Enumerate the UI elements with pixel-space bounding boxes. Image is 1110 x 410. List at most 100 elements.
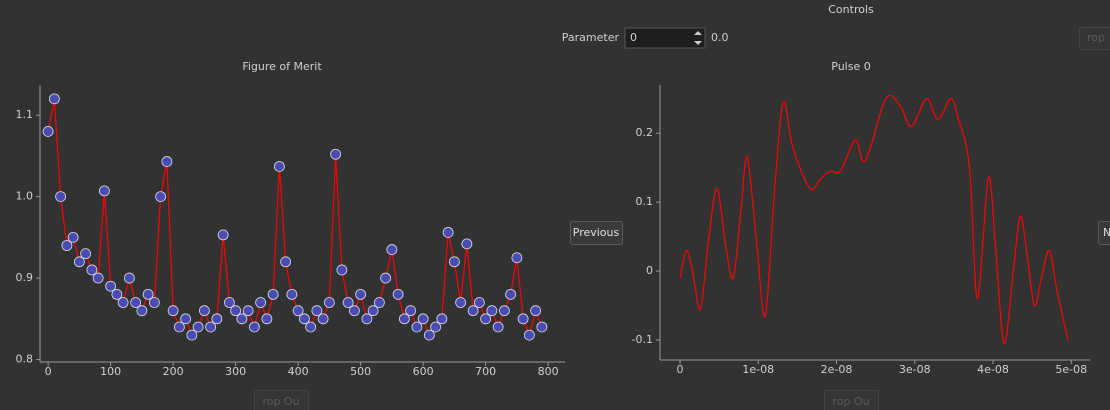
data-point — [373, 297, 385, 308]
data-point — [117, 297, 129, 308]
x-tick-label: 500 — [350, 365, 371, 378]
data-point — [142, 288, 154, 300]
data-point — [198, 305, 210, 317]
data-point — [311, 305, 323, 317]
data-point — [455, 297, 467, 308]
spinbox-value: 0 — [630, 31, 637, 44]
data-point — [330, 148, 342, 160]
data-point — [186, 329, 198, 341]
x-tick-label: 1e-08 — [742, 363, 774, 376]
x-tick-label: 400 — [288, 365, 309, 378]
data-point — [273, 161, 285, 172]
button-frame — [1079, 27, 1110, 50]
data-point — [361, 313, 373, 325]
data-point — [461, 238, 473, 250]
data-point — [242, 305, 254, 317]
previous-button[interactable]: Previous — [570, 221, 623, 245]
data-point — [467, 305, 479, 317]
data-point — [167, 305, 179, 317]
data-point — [392, 288, 404, 300]
data-point — [305, 321, 317, 333]
y-tick-label: 0.1 — [636, 195, 654, 208]
controls-title: Controls — [828, 3, 874, 16]
x-tick-label: 600 — [413, 365, 434, 378]
data-point — [111, 288, 123, 300]
data-point — [442, 227, 454, 238]
chart-title: Pulse 0 — [831, 60, 870, 73]
parameter-display: 0.0 — [711, 31, 729, 44]
data-point — [523, 329, 535, 341]
y-tick-label: 0.9 — [16, 271, 34, 284]
data-point — [80, 248, 92, 260]
data-point — [342, 297, 354, 308]
data-point — [448, 256, 460, 268]
data-point — [492, 321, 504, 333]
x-tick-label: 5e-08 — [1055, 363, 1087, 376]
data-point — [205, 321, 217, 333]
data-point — [73, 256, 85, 268]
data-point — [486, 305, 498, 317]
data-point — [230, 305, 242, 317]
data-point — [105, 280, 117, 292]
data-point — [55, 191, 67, 203]
data-point — [42, 126, 54, 137]
parameter-label: Parameter — [562, 31, 620, 44]
data-point — [61, 240, 73, 251]
data-point — [217, 229, 229, 241]
y-tick-label: 0 — [646, 264, 653, 277]
data-point — [386, 244, 398, 255]
data-point — [473, 297, 485, 308]
data-point — [517, 313, 529, 325]
button-label: rop Ou — [262, 395, 299, 408]
data-point — [255, 297, 267, 308]
data-point — [498, 305, 510, 317]
data-point — [130, 297, 142, 308]
data-point — [411, 321, 423, 333]
data-point — [136, 305, 148, 317]
data-point — [180, 313, 192, 325]
y-tick-label: 0.8 — [16, 353, 34, 366]
data-point — [423, 329, 435, 341]
data-point — [123, 272, 135, 284]
data-point — [261, 313, 273, 325]
data-point — [286, 288, 298, 300]
data-point — [280, 256, 292, 268]
data-point — [173, 321, 185, 333]
data-point — [223, 297, 235, 308]
data-point — [367, 305, 379, 317]
button-frame — [570, 221, 623, 245]
spin-arrows — [694, 31, 702, 45]
data-point — [505, 288, 517, 300]
data-point — [511, 252, 523, 264]
chart-title: Figure of Merit — [242, 60, 322, 73]
data-point — [92, 272, 104, 284]
data-point — [211, 313, 223, 325]
y-tick-label: 1.0 — [16, 190, 34, 203]
x-tick-label: 700 — [475, 365, 496, 378]
parameter-spinbox[interactable]: 0 — [624, 27, 706, 49]
button-label: Previous — [573, 226, 620, 239]
next-button[interactable]: N — [1098, 221, 1110, 245]
data-point — [480, 313, 492, 325]
x-tick-label: 3e-08 — [899, 363, 931, 376]
data-point — [98, 185, 110, 197]
button-label: rop — [1087, 31, 1105, 44]
y-tick-label: 1.1 — [16, 108, 34, 121]
data-point — [323, 297, 335, 308]
y-tick-label: -0.1 — [632, 333, 653, 346]
x-tick-label: 0 — [45, 365, 52, 378]
data-point — [67, 231, 79, 243]
data-point — [298, 313, 310, 325]
disabled-button: rop Ou — [254, 390, 309, 410]
x-tick-label: 4e-08 — [977, 363, 1009, 376]
data-point — [348, 305, 360, 317]
data-point — [236, 313, 248, 325]
data-point — [86, 264, 98, 276]
data-point — [398, 313, 410, 325]
data-point — [405, 305, 417, 317]
data-point — [192, 321, 204, 333]
disabled-button: rop Ou — [824, 390, 879, 410]
y-tick-label: 0.2 — [636, 126, 654, 139]
data-point — [417, 313, 429, 325]
